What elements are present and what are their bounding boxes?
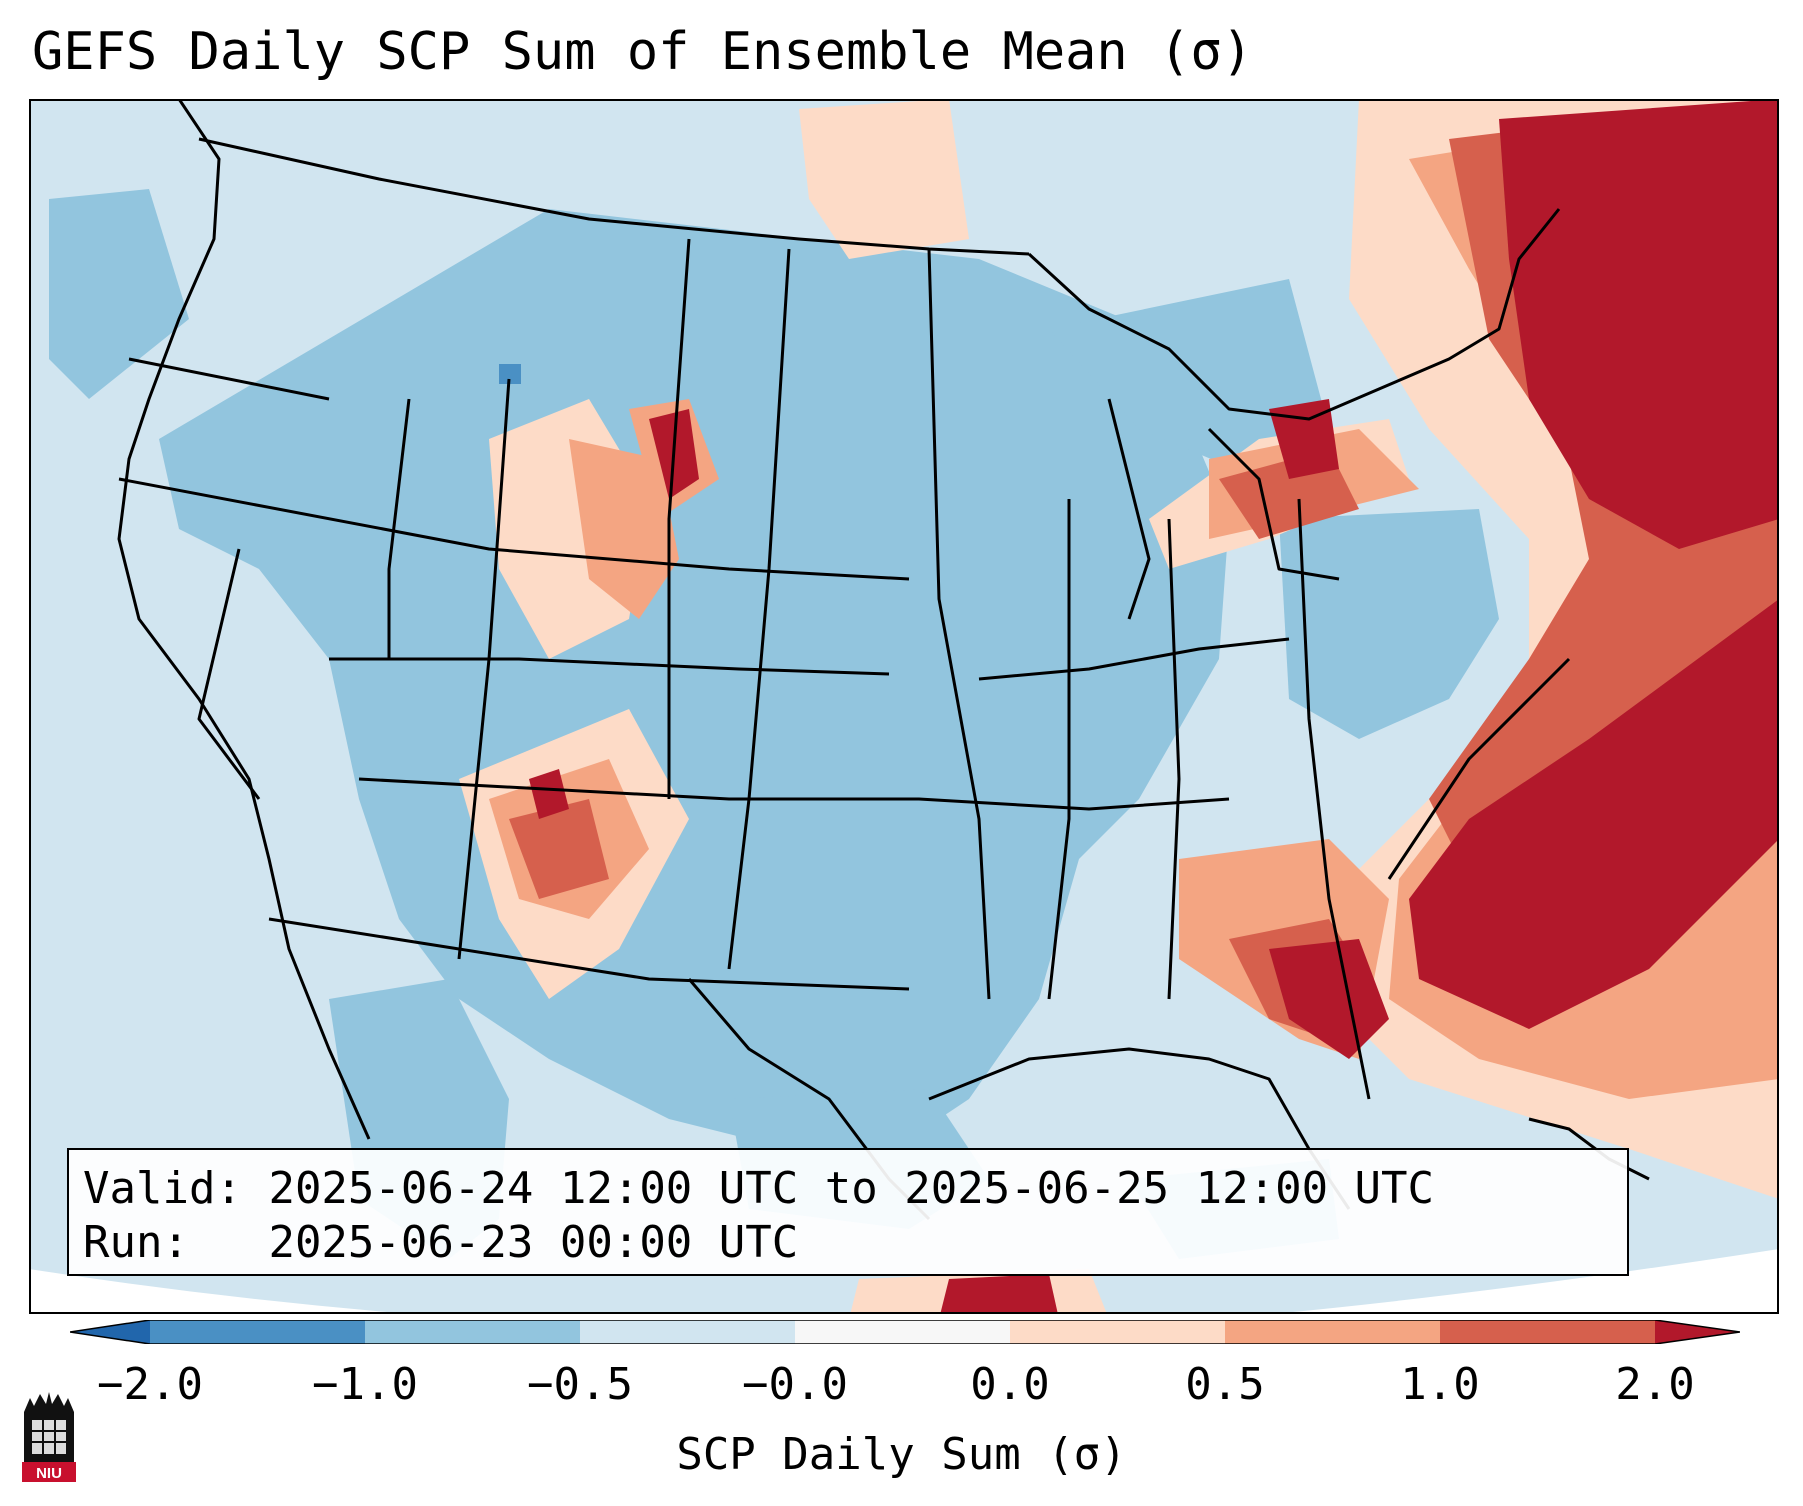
colorbar-tick: −2.0	[97, 1359, 203, 1410]
valid-run-info-box: Valid: 2025-06-24 12:00 UTC to 2025-06-2…	[67, 1148, 1629, 1276]
colorbar-bin	[1010, 1320, 1225, 1344]
colorbar-bin	[1225, 1320, 1440, 1344]
great-lakes-east	[1207, 427, 1340, 581]
map-frame-border	[29, 99, 1779, 1314]
valid-value: 2025-06-24 12:00 UTC to 2025-06-25 12:00…	[268, 1163, 1435, 1214]
colorbar-tick: 2.0	[1615, 1359, 1695, 1410]
run-value: 2025-06-23 00:00 UTC	[268, 1217, 799, 1268]
colorbar-extend-under	[70, 1320, 150, 1344]
canada-border-west	[198, 137, 1030, 256]
colorbar-bin	[580, 1320, 795, 1344]
pacific-coastline	[117, 99, 371, 1140]
atlantic-east-border	[1297, 498, 1371, 1100]
colorbar-bin	[365, 1320, 580, 1344]
forecast-map	[29, 99, 1779, 1314]
co-ks-border	[727, 248, 791, 970]
colorbar-bin	[150, 1320, 365, 1344]
colorbar-tick: −0.5	[527, 1359, 633, 1410]
map-title: GEFS Daily SCP Sum of Ensemble Mean (σ)	[32, 22, 1253, 82]
scp-extreme-regions	[529, 99, 1779, 1314]
id-border	[387, 398, 411, 659]
great-lakes-west	[1107, 398, 1151, 620]
colorbar-tick: 0.0	[970, 1359, 1050, 1410]
state-line-co-ne	[329, 657, 890, 676]
mn-ia-border	[927, 248, 991, 1000]
colorbar-bin	[795, 1320, 1010, 1344]
colorbar-tick: 0.5	[1185, 1359, 1265, 1410]
il-in-border	[1047, 499, 1071, 1000]
run-label: Run:	[83, 1217, 189, 1268]
niu-logo: NIU	[22, 1392, 76, 1482]
political-boundaries	[117, 99, 1650, 1221]
colorbar-extend-over	[1655, 1320, 1740, 1344]
colorbar-label: SCP Daily Sum (σ)	[676, 1429, 1127, 1480]
caribbean-outline	[1528, 1117, 1650, 1181]
colorbar-tick: −0.0	[742, 1359, 848, 1410]
colorbar-tick: 1.0	[1400, 1359, 1480, 1410]
state-line-37n	[358, 777, 1230, 811]
carolinas-coast	[1387, 657, 1571, 880]
state-line-midwest	[978, 637, 1290, 681]
map-panel	[29, 99, 1779, 1314]
colorbar-tick: −1.0	[312, 1359, 418, 1410]
colorbar-bin	[1440, 1320, 1655, 1344]
state-line-42n	[118, 477, 910, 581]
az-nm-border	[457, 378, 511, 960]
dakota-wy-border	[667, 238, 691, 799]
canada-border-east	[1027, 208, 1561, 421]
scp-min-cell	[499, 364, 521, 384]
or-wa-border	[128, 357, 330, 401]
svg-text:NIU: NIU	[36, 1465, 62, 1482]
in-oh-border	[1167, 518, 1181, 1000]
colorbar	[70, 1320, 1740, 1344]
state-line-nm-tx	[268, 917, 910, 991]
ca-nv-border	[197, 548, 261, 800]
valid-label: Valid:	[83, 1163, 242, 1214]
